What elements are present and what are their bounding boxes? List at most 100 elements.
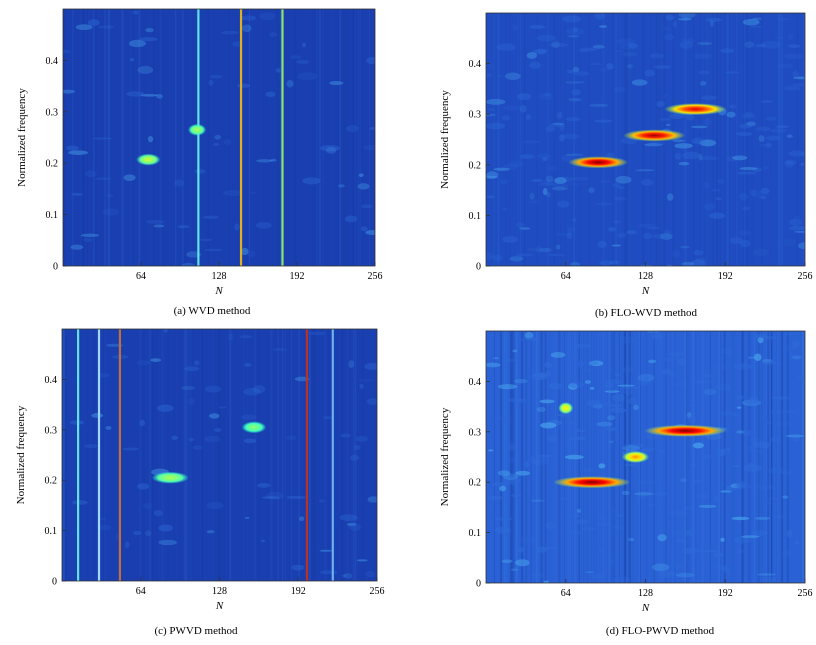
noise-speck [241,414,257,421]
noise-streak [72,9,74,266]
noise-speck [606,385,617,393]
noise-streak [245,329,247,581]
noise-streak [802,13,805,266]
noise-speck [83,444,98,449]
noise-speck [367,496,377,503]
noise-streak [138,329,142,581]
x-tick-label: 192 [290,271,305,282]
y-tick-label: 0.4 [45,375,58,386]
noise-streak [556,331,557,583]
vertical-line [281,9,284,266]
y-tick-label: 0.1 [469,528,482,539]
noise-speck [727,411,733,418]
noise-streak [625,13,627,266]
noise-streak [318,9,321,266]
heatmap-field [486,13,805,266]
noise-streak [520,331,524,583]
noise-speck [517,536,537,544]
noise-speck [181,262,196,266]
noise-speck [668,562,684,569]
noise-streak [352,329,355,581]
noise-speck [492,482,508,486]
noise-streak [104,329,106,581]
noise-speck [595,515,613,521]
noise-streak [701,331,704,583]
noise-speck [97,372,110,378]
noise-speck [565,28,585,35]
noise-speck [497,74,502,78]
noise-streak [781,331,784,583]
noise-speck [318,499,325,503]
noise-streak [743,13,745,266]
noise-streak [277,329,280,581]
noise-streak [144,9,147,266]
noise-speck [573,27,578,33]
noise-streak [727,13,729,266]
noise-speck [526,52,538,59]
noise-speck [551,40,560,49]
noise-speck [792,83,805,87]
noise-speck [319,549,333,552]
noise-streak [669,331,671,583]
noise-speck [736,394,744,400]
noise-speck [249,192,257,195]
noise-speck [345,125,359,133]
noise-speck [533,372,552,378]
noise-speck [568,97,582,102]
noise-speck [635,495,648,500]
noise-speck [594,119,613,123]
noise-streak [337,9,339,266]
noise-streak [136,329,139,581]
noise-streak [314,9,317,266]
noise-speck [145,27,154,33]
noise-speck [68,150,89,155]
noise-speck [759,195,767,200]
chart-flo-wvd: 64 128 192 256 0 0.1 0.2 0.3 0.4 N Normalized freq… [439,12,813,297]
noise-speck [588,402,596,408]
noise-speck [369,126,375,131]
noise-speck [720,537,725,542]
noise-streak [700,331,702,583]
noise-speck [699,139,717,147]
noise-speck [589,63,603,66]
noise-streak [243,9,245,266]
noise-streak [629,13,631,266]
noise-streak [796,13,798,266]
noise-streak [658,331,660,583]
noise-streak [221,329,225,581]
noise-speck [756,449,765,453]
noise-streak [207,9,210,266]
noise-speck [91,413,104,418]
noise-streak [286,9,287,266]
noise-speck [678,13,696,19]
noise-speck [545,175,554,183]
noise-speck [548,382,563,390]
noise-speck [524,64,544,67]
noise-speck [623,387,634,396]
noise-speck [102,208,119,216]
noise-speck [542,178,560,186]
noise-speck [239,335,253,339]
noise-speck [742,18,760,26]
noise-speck [555,233,573,236]
noise-speck [549,42,568,48]
noise-streak [684,13,687,266]
noise-streak [184,329,186,581]
noise-streak [74,9,76,266]
noise-speck [519,227,531,230]
noise-speck [550,352,566,358]
noise-speck [793,76,805,80]
noise-streak [354,329,357,581]
y-tick-label: 0.4 [469,59,482,70]
noise-streak [502,331,504,583]
noise-speck [524,332,534,339]
noise-speck [572,66,580,73]
noise-speck [556,244,561,250]
noise-speck [590,573,604,580]
noise-speck [792,340,801,348]
noise-speck [194,169,206,174]
noise-speck [365,229,375,235]
noise-speck [537,153,552,159]
noise-streak [505,331,507,583]
energy-blob [136,153,161,166]
